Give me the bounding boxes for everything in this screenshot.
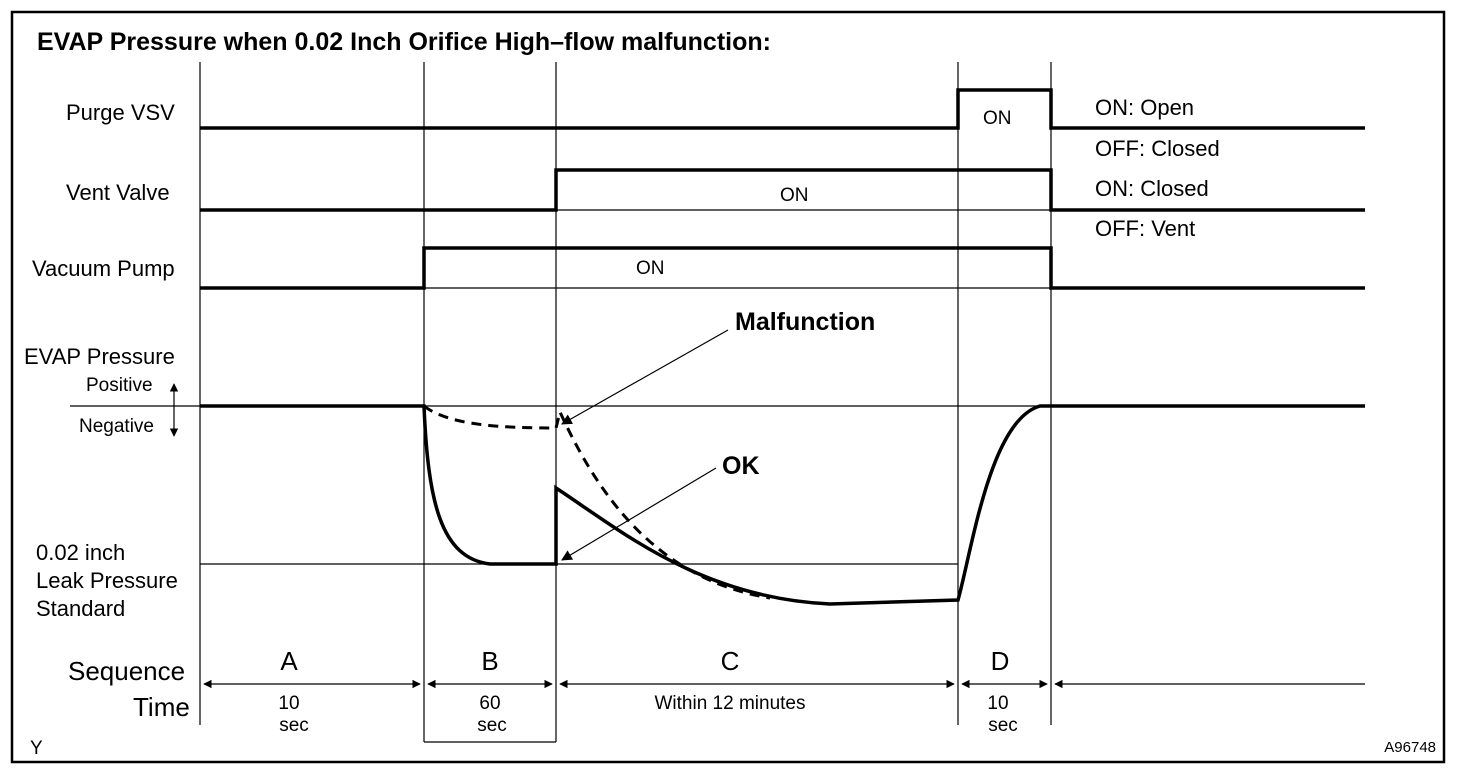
legend-vent-on: ON: Closed	[1095, 176, 1209, 201]
pump-on-label: ON	[636, 258, 665, 279]
vent-valve-label: Vent Valve	[66, 180, 170, 205]
vacuum-pump-label: Vacuum Pump	[32, 256, 175, 281]
legend-vent-off: OFF: Vent	[1095, 216, 1195, 241]
purge-vsv-signal	[200, 88, 1365, 130]
time-label: Time	[133, 692, 190, 722]
vacuum-pump-signal	[200, 246, 1365, 290]
purge-on-label: ON	[983, 108, 1012, 129]
diagram-title: EVAP Pressure when 0.02 Inch Orifice Hig…	[37, 28, 771, 56]
phase-d-time1: 10	[987, 693, 1008, 714]
legend-purge-on: ON: Open	[1095, 95, 1194, 120]
vent-on-label: ON	[780, 185, 809, 206]
phase-c-label: C	[721, 646, 740, 676]
malfunction-annotation: Malfunction	[735, 308, 875, 336]
evap-pressure-label: EVAP Pressure	[24, 344, 175, 369]
phase-a-label: A	[280, 646, 298, 676]
phase-d-time2: sec	[988, 715, 1018, 736]
vent-valve-signal	[200, 168, 1365, 212]
ok-annotation: OK	[722, 452, 760, 480]
phase-b-time2: sec	[477, 715, 507, 736]
sequence-label: Sequence	[68, 656, 185, 686]
phase-b-label: B	[481, 646, 498, 676]
phase-c-time1: Within 12 minutes	[654, 693, 805, 714]
ok-arrow	[561, 467, 717, 561]
phase-d-label: D	[991, 646, 1010, 676]
phase-b-time1: 60	[479, 693, 500, 714]
leak-standard-line2: Leak Pressure	[36, 568, 178, 593]
evap-pressure-ok-curve	[200, 404, 1365, 606]
figure-code: A96748	[1384, 739, 1436, 756]
reference-lines	[70, 209, 1051, 565]
negative-label: Negative	[79, 416, 154, 437]
leak-standard-line3: Standard	[36, 596, 125, 621]
malfunction-arrow	[561, 329, 729, 425]
diagram-frame	[10, 10, 1446, 764]
purge-vsv-label: Purge VSV	[66, 100, 175, 125]
phase-a-time1: 10	[278, 693, 299, 714]
evap-pressure-malfunction-curve	[423, 404, 771, 600]
footer-left-mark: Y	[30, 738, 43, 759]
phase-boundaries	[199, 62, 1052, 743]
positive-label: Positive	[86, 375, 153, 396]
legend-purge-off: OFF: Closed	[1095, 136, 1220, 161]
leak-standard-line1: 0.02 inch	[36, 540, 125, 565]
phase-a-time2: sec	[279, 715, 309, 736]
